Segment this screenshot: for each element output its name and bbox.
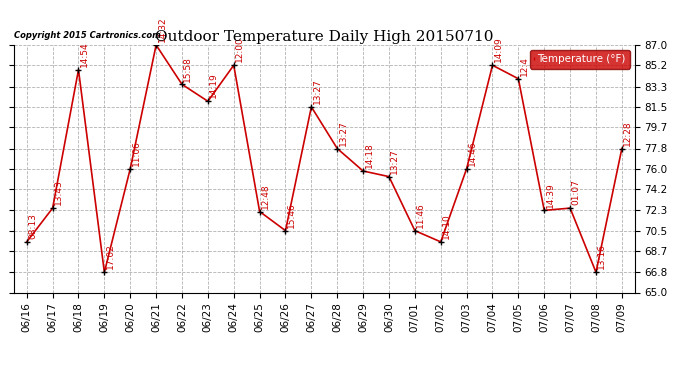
Title: Outdoor Temperature Daily High 20150710: Outdoor Temperature Daily High 20150710 bbox=[155, 30, 493, 44]
Text: 14:09: 14:09 bbox=[494, 37, 503, 63]
Text: 13:16: 13:16 bbox=[598, 244, 607, 270]
Text: 13:27: 13:27 bbox=[313, 78, 322, 104]
Text: 14:32: 14:32 bbox=[157, 16, 166, 42]
Text: 13:27: 13:27 bbox=[391, 148, 400, 174]
Text: 14:39: 14:39 bbox=[546, 182, 555, 208]
Text: 14:10: 14:10 bbox=[442, 213, 451, 239]
Text: 17:02: 17:02 bbox=[106, 244, 115, 270]
Text: 14:54: 14:54 bbox=[80, 41, 89, 67]
Text: Copyright 2015 Cartronics.com: Copyright 2015 Cartronics.com bbox=[14, 31, 161, 40]
Text: 15:58: 15:58 bbox=[184, 56, 193, 82]
Text: 14:18: 14:18 bbox=[364, 142, 373, 168]
Text: 14:19: 14:19 bbox=[209, 73, 218, 99]
Text: 11:06: 11:06 bbox=[132, 140, 141, 166]
Text: 14:46: 14:46 bbox=[468, 140, 477, 166]
Text: 11:46: 11:46 bbox=[416, 202, 425, 228]
Text: 08:13: 08:13 bbox=[28, 213, 37, 239]
Text: 13:43: 13:43 bbox=[54, 180, 63, 206]
Text: 12:4: 12:4 bbox=[520, 56, 529, 76]
Text: 12:00: 12:00 bbox=[235, 37, 244, 63]
Legend: Temperature (°F): Temperature (°F) bbox=[530, 50, 629, 69]
Text: 12:48: 12:48 bbox=[261, 183, 270, 209]
Text: 12:28: 12:28 bbox=[623, 120, 632, 146]
Text: 13:27: 13:27 bbox=[339, 120, 348, 146]
Text: 15:46: 15:46 bbox=[287, 202, 296, 228]
Text: 01:07: 01:07 bbox=[571, 180, 580, 206]
